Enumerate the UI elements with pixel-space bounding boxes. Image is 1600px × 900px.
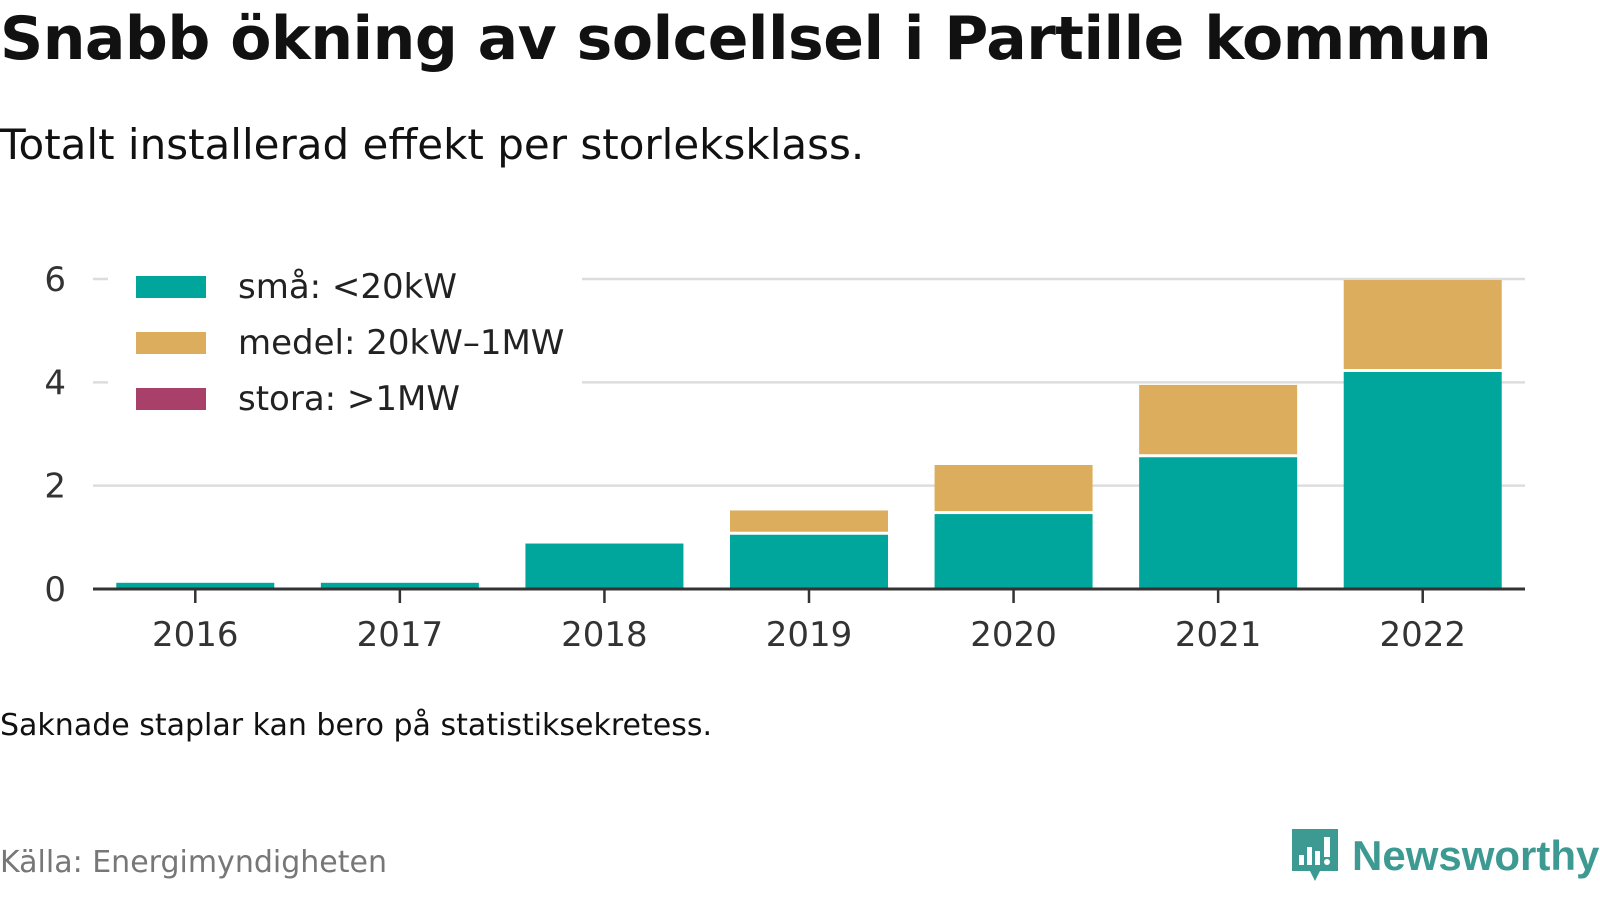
axes: 0 2 4 6 2016 2017 2018 2019 2020 2021 2022 [44, 260, 1525, 655]
legend-swatch [136, 388, 206, 410]
bar-2022-series-1 [1343, 280, 1502, 369]
legend-label: små: <20kW [238, 267, 457, 307]
bar-2020-series-0 [934, 514, 1093, 589]
bar-chart-speech-bubble-icon [1292, 829, 1338, 881]
brand-name: Newsworthy [1352, 832, 1600, 879]
bar-2019-series-1 [730, 510, 888, 532]
legend-label: stora: >1MW [238, 379, 460, 419]
x-tick-label: 2021 [1175, 615, 1262, 655]
bar-2019-series-0 [730, 534, 888, 589]
chart-title: Snabb ökning av solcellsel i Partille ko… [0, 4, 1492, 74]
legend-swatch [136, 276, 206, 298]
y-tick-label: 6 [44, 260, 66, 300]
legend: små: <20kW medel: 20kW–1MW stora: >1MW [108, 258, 582, 430]
bar-2018-series-0 [525, 543, 684, 589]
legend-label: medel: 20kW–1MW [238, 323, 564, 363]
source-credit: Källa: Energimyndigheten [0, 845, 387, 880]
x-tick-label: 2016 [152, 615, 239, 655]
bar-2020-series-1 [934, 465, 1093, 512]
y-tick-label: 2 [44, 467, 66, 507]
legend-swatch [136, 332, 206, 354]
x-tick-label: 2020 [970, 615, 1057, 655]
x-tick-label: 2019 [766, 615, 853, 655]
bar-2021-series-1 [1139, 384, 1298, 455]
x-tick-label: 2022 [1379, 615, 1466, 655]
bars [116, 280, 1502, 589]
brand-logo: Newsworthy [1290, 826, 1599, 886]
footnote: Saknade staplar kan bero på statistiksek… [0, 708, 713, 743]
stacked-bar-chart: 0 2 4 6 2016 2017 2018 2019 2020 2021 2022 små: <2… [44, 258, 1525, 655]
x-tick-label: 2018 [561, 615, 648, 655]
y-tick-label: 4 [44, 363, 66, 403]
bar-2021-series-0 [1139, 457, 1298, 589]
chart-subtitle: Totalt installerad effekt per storlekskl… [0, 120, 865, 169]
bar-2017-series-0 [320, 582, 479, 589]
bar-2016-series-0 [116, 582, 275, 589]
x-tick-label: 2017 [357, 615, 444, 655]
y-tick-label: 0 [44, 570, 66, 610]
bar-2022-series-0 [1343, 372, 1502, 589]
